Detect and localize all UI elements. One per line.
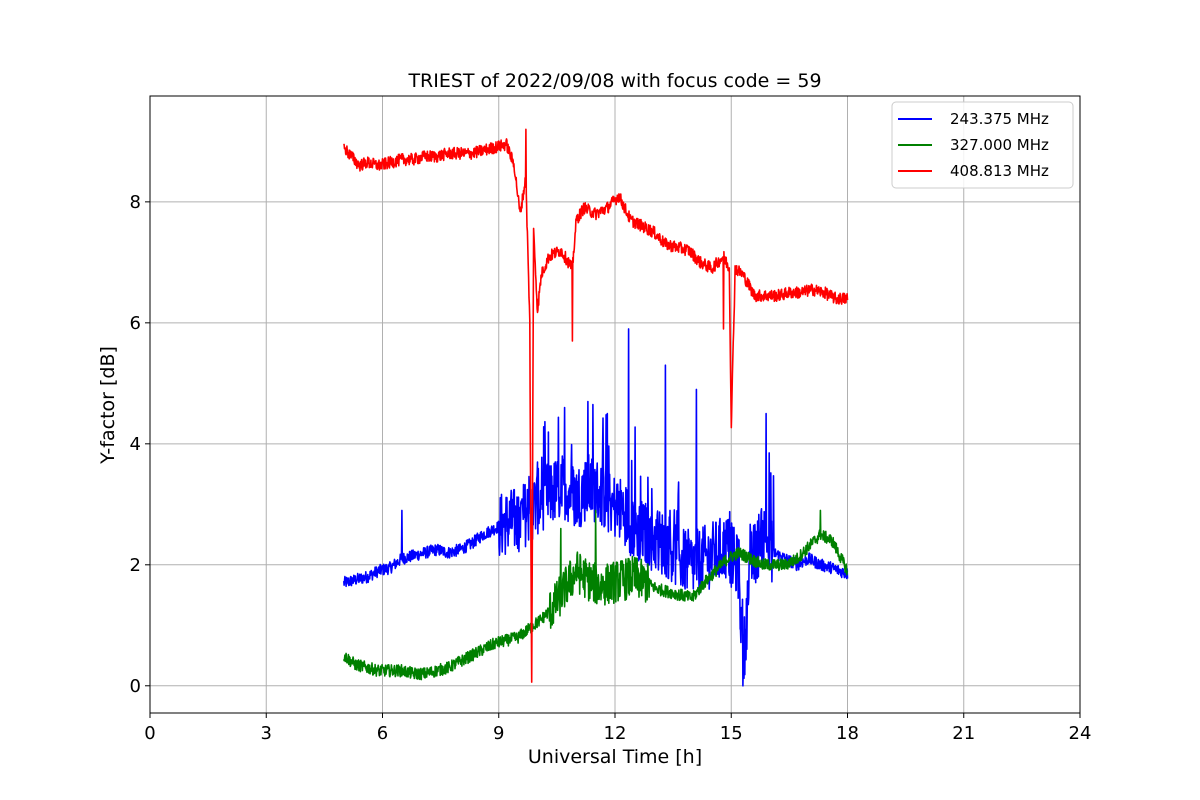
legend-label: 408.813 MHz [950,162,1049,180]
x-tick-label: 18 [836,723,859,744]
y-tick-label: 8 [130,192,141,213]
chart-title: TRIEST of 2022/09/08 with focus code = 5… [407,70,821,92]
y-tick-label: 2 [130,555,141,576]
y-tick-label: 6 [130,313,141,334]
y-axis-label: Y-factor [dB] [97,346,119,465]
grid-lines [149,96,1081,713]
x-tick-label: 9 [493,723,504,744]
legend-label: 243.375 MHz [950,110,1049,128]
x-axis: 0 3 6 9 12 15 18 21 24 [144,713,1091,744]
y-axis: 0 2 4 6 8 [130,192,150,697]
x-tick-label: 21 [952,723,975,744]
series-line-2 [343,509,849,681]
series-line-1 [343,328,849,687]
x-tick-label: 15 [720,723,743,744]
legend: 243.375 MHz 327.000 MHz 408.813 MHz [891,101,1074,189]
x-axis-label: Universal Time [h] [528,746,702,768]
legend-box [891,101,1074,189]
series-line-3 [343,128,849,683]
series-layer [343,128,849,687]
y-tick-label: 0 [130,676,141,697]
x-tick-label: 6 [377,723,388,744]
legend-label: 327.000 MHz [950,136,1049,154]
y-tick-label: 4 [130,434,141,455]
x-tick-label: 12 [604,723,627,744]
x-tick-label: 24 [1069,723,1092,744]
x-tick-label: 0 [144,723,155,744]
x-tick-label: 3 [261,723,272,744]
